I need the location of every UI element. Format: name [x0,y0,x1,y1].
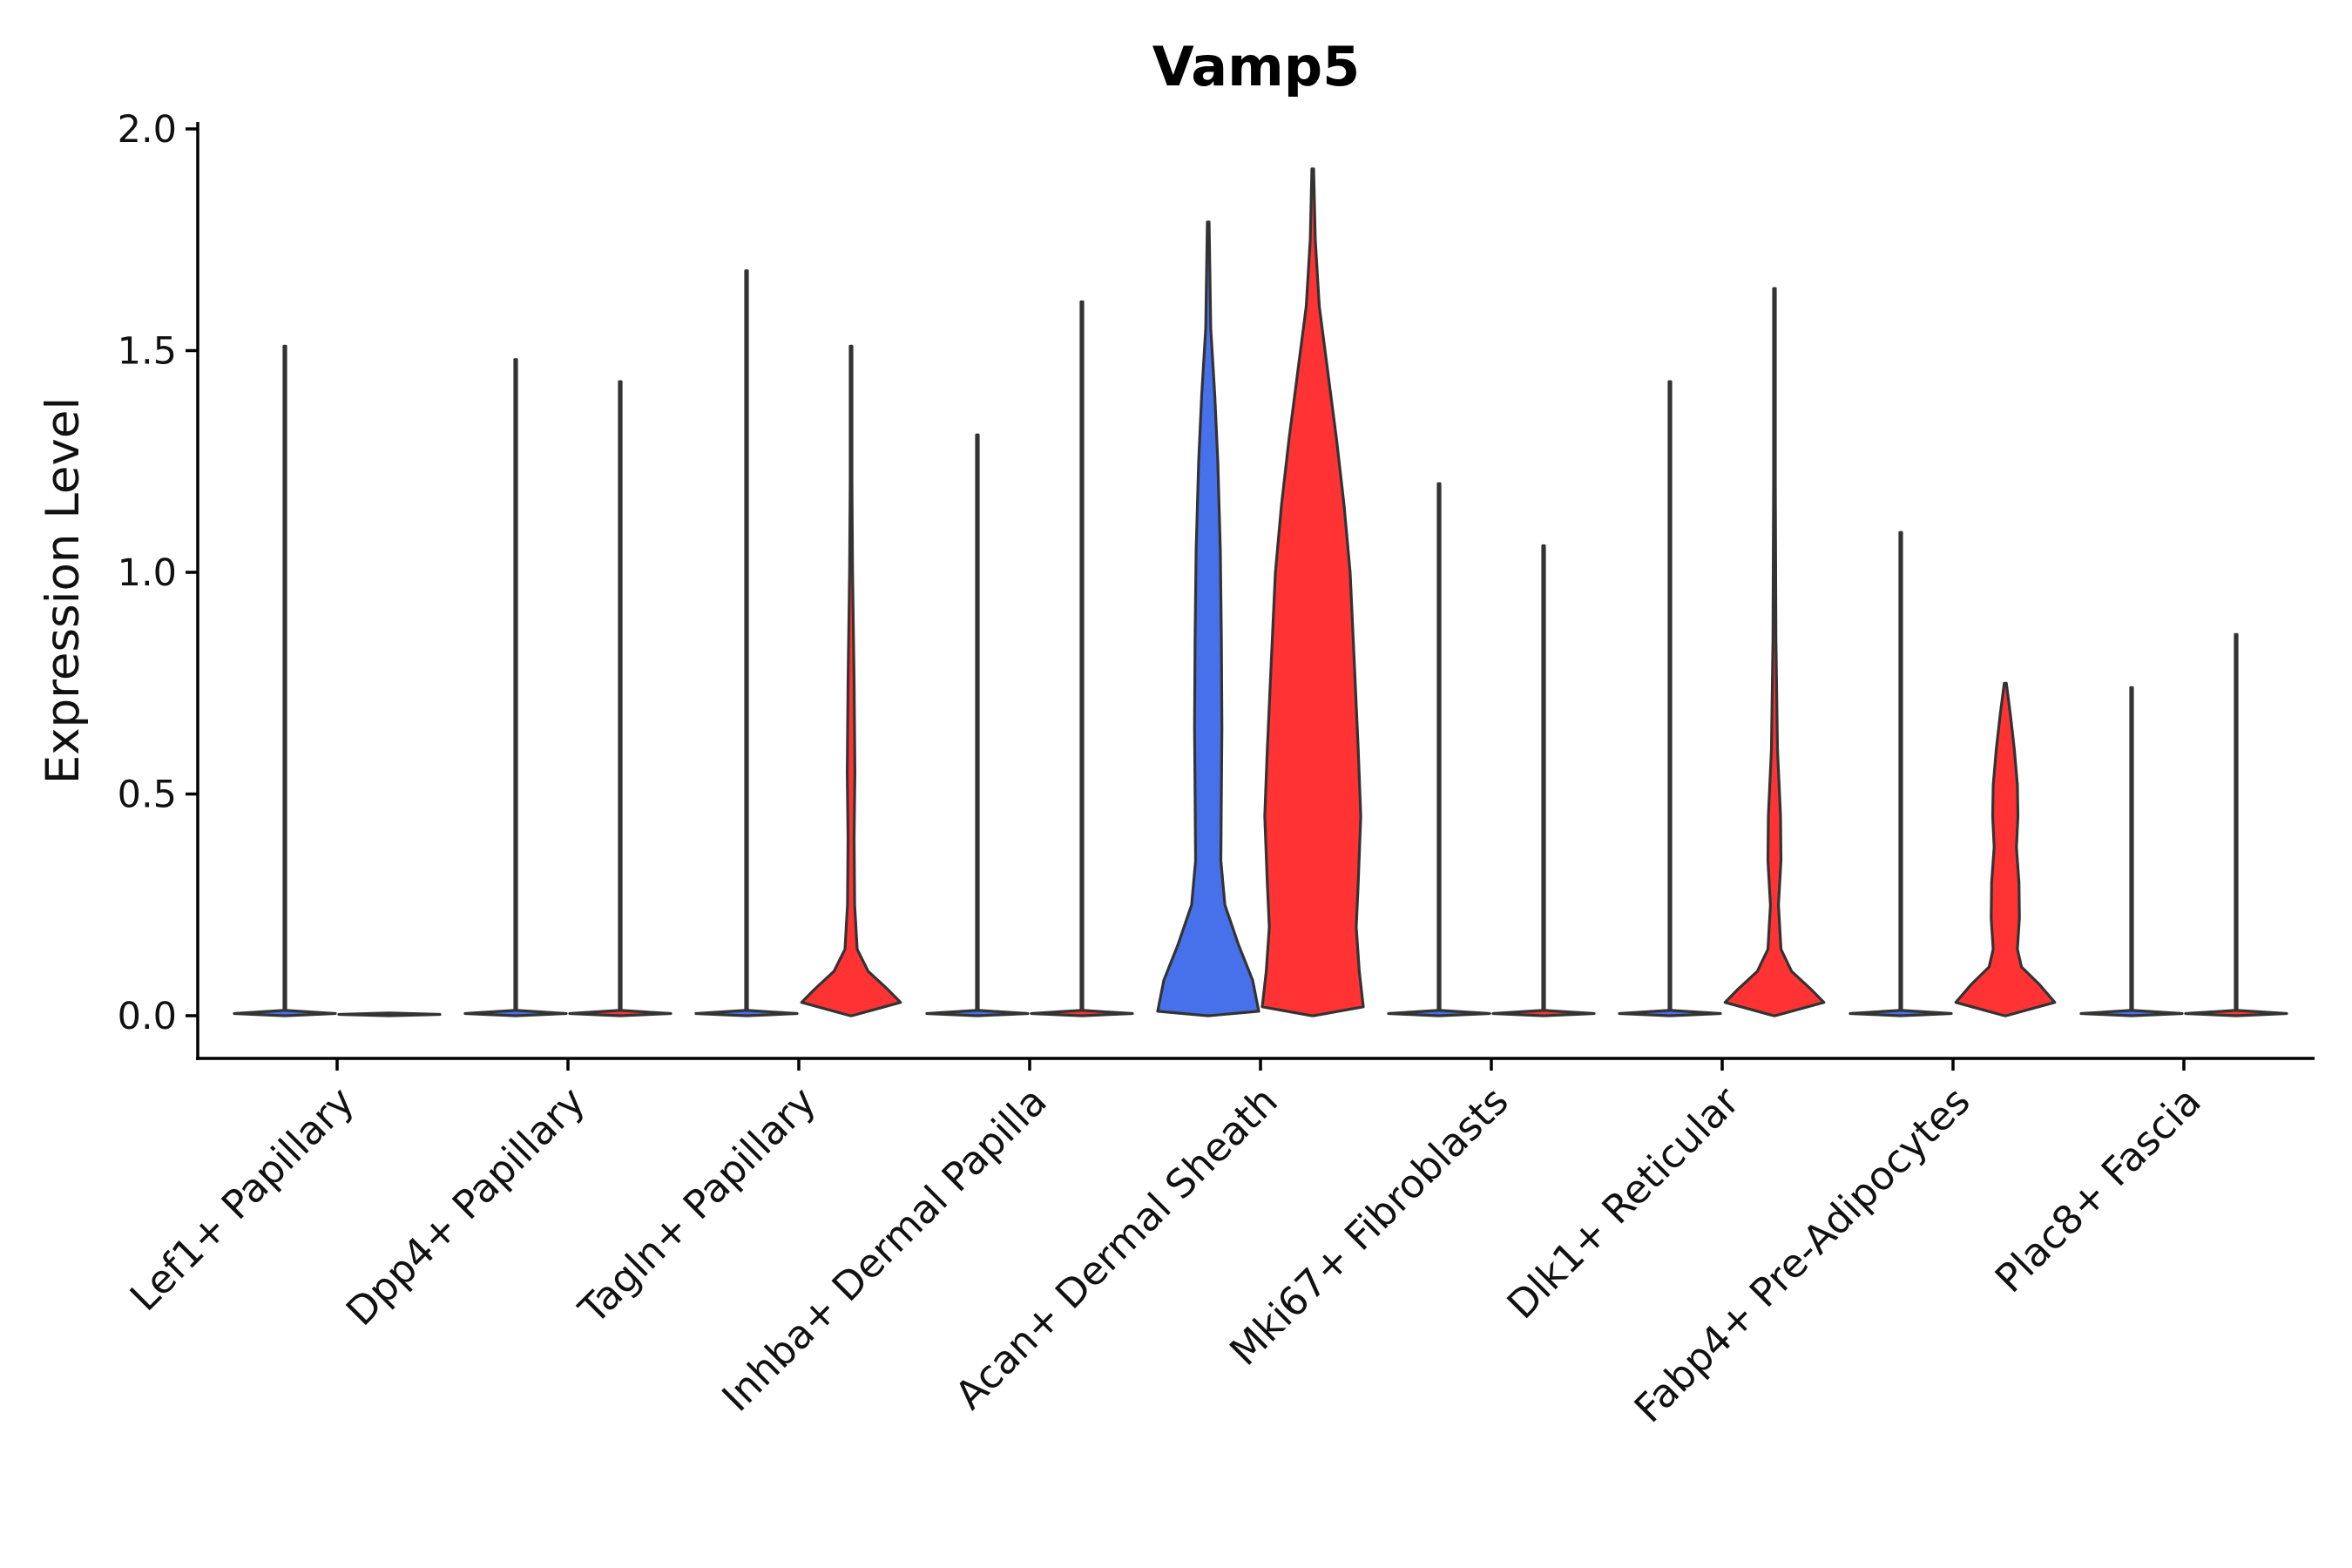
y-axis-ticks: 0.0 0.5 1.0 1.5 2.0 [118,108,198,1038]
violin-group-1 [233,344,337,1017]
x-tick-label: Tagln+ Papillary [570,1078,825,1333]
y-axis-label: Expression Level [37,397,90,784]
violin-group-2 [1723,287,1826,1017]
x-tick-label: Lef1+ Papillary [121,1078,363,1320]
violin-group-2 [800,344,902,1017]
violins-layer [233,167,2288,1017]
violin-group-1 [925,433,1030,1017]
violin-group-2 [1954,681,2057,1017]
y-tick-label: 0.0 [118,995,177,1038]
x-tick-label: Dlk1+ Reticular [1498,1078,1748,1328]
y-tick-label: 1.5 [118,330,177,374]
violin-group-2 [568,380,672,1017]
violin-group-2 [1030,300,1134,1017]
violin-group-1 [1156,220,1260,1017]
violin-group-2 [337,1011,442,1017]
chart-title: Vamp5 [1152,35,1361,98]
y-tick-label: 0.5 [118,774,177,817]
violin-group-1 [1848,531,1953,1017]
violin-group-2 [2184,632,2288,1017]
violin-group-1 [463,358,568,1017]
x-tick-label: Plac8+ Fascia [1986,1078,2210,1301]
violin-group-2 [1260,167,1365,1017]
violin-group-1 [2079,686,2184,1017]
y-tick-label: 1.0 [118,551,177,595]
violin-group-1 [694,269,799,1017]
y-tick-label: 2.0 [118,108,177,152]
violin-group-2 [1491,544,1596,1017]
x-tick-label: Dpp4+ Papillary [337,1078,594,1335]
violin-group-1 [1387,482,1491,1017]
violin-group-1 [1618,380,1722,1017]
